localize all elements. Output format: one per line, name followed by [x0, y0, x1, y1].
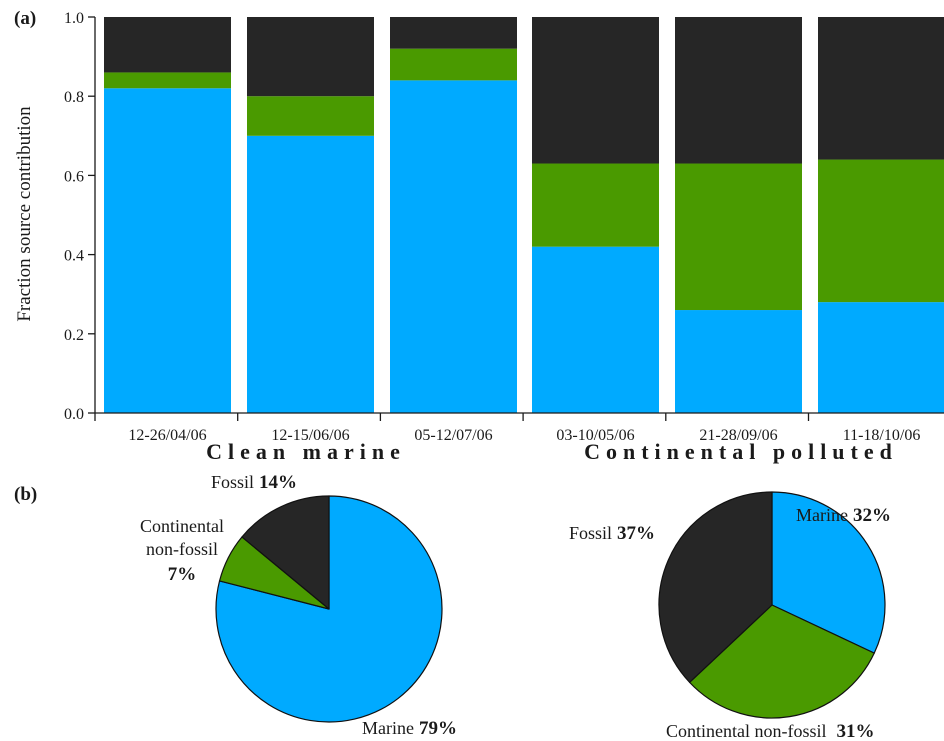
bar-segment-1-3: [390, 80, 517, 414]
bar-segment-2-4: [532, 163, 659, 247]
bar-segment-1-2: [247, 135, 374, 414]
pie-left-label-fossil: Fossil 14%: [211, 472, 297, 493]
x-tick-label: 12-26/04/06: [128, 427, 206, 444]
group-label-clean-marine: Clean marine: [206, 439, 406, 464]
x-tick-label: 11-18/10/06: [843, 427, 921, 444]
y-tick-label: 0.8: [64, 89, 84, 106]
bar-segment-3-3: [390, 17, 517, 49]
pie-right-label-marine: Marine 32%: [796, 505, 891, 526]
x-tick-label: 21-28/09/06: [699, 427, 777, 444]
pie-left-marine-pct: 79%: [419, 718, 457, 739]
bar-segment-3-4: [532, 17, 659, 164]
pie-left-label-marine: Marine 79%: [362, 718, 457, 739]
bar-segment-2-1: [104, 72, 231, 89]
y-tick-label: 0.6: [64, 168, 84, 185]
y-tick-label: 1.0: [64, 10, 84, 27]
pie-clean-marine: [215, 495, 443, 723]
pie-continental-polluted: [658, 491, 886, 719]
pie-right-marine-name: Marine: [796, 505, 848, 525]
bar-segment-1-6: [818, 302, 944, 413]
bar-segment-1-1: [104, 88, 231, 413]
bar-segment-2-2: [247, 96, 374, 136]
pie-right-label-fossil: Fossil 37%: [569, 523, 655, 544]
pie-right-noncos-name: Continental non-fossil: [666, 721, 827, 741]
bar-segment-2-6: [818, 159, 944, 303]
pie-right-label-noncos: Continental non-fossil 31%: [666, 721, 875, 741]
pie-right-fossil-name: Fossil: [569, 523, 612, 543]
pie-left-noncos-pct: 7%: [168, 564, 197, 585]
pie-right-slice-3: [658, 491, 773, 683]
bar-segment-2-5: [675, 163, 802, 311]
x-tick-label: 03-10/05/06: [556, 427, 634, 444]
x-tick-label: 12-15/06/06: [271, 427, 349, 444]
pie-left-slice-3: [241, 495, 330, 610]
y-axis-label: Fraction source contribution: [14, 106, 35, 322]
y-axis-ticks: 0.0 0.2 0.4 0.6 0.8 1.0: [64, 10, 95, 423]
panel-label-a: (a): [14, 8, 36, 29]
x-axis-ticks: 12-26/04/06 12-15/06/06 05-12/07/06 03-10/0…: [94, 413, 921, 444]
y-tick-label: 0.2: [64, 327, 84, 344]
x-tick-label: 05-12/07/06: [414, 427, 492, 444]
pie-right-marine-pct: 32%: [853, 505, 891, 526]
stacked-bars: [104, 17, 944, 414]
bar-segment-3-2: [247, 17, 374, 97]
group-label-continental-polluted: Continental polluted: [584, 439, 898, 464]
pie-left-noncos-line1: Continental: [140, 516, 224, 536]
pie-left-fossil-name: Fossil: [211, 472, 254, 492]
pie-right-noncos-pct: 31%: [837, 721, 875, 741]
bar-segment-1-5: [675, 310, 802, 413]
y-tick-label: 0.4: [64, 248, 84, 265]
pie-left-noncos-line2: non-fossil: [146, 539, 218, 559]
bar-segment-3-1: [104, 17, 231, 73]
bar-segment-3-6: [818, 17, 944, 160]
bar-segment-1-4: [532, 246, 659, 413]
bar-segment-3-5: [675, 17, 802, 164]
panel-label-b: (b): [14, 484, 37, 505]
bar-segment-2-3: [390, 48, 517, 81]
y-tick-label: 0.0: [64, 406, 84, 423]
pie-left-fossil-pct: 14%: [259, 472, 297, 493]
pie-left-marine-name: Marine: [362, 718, 414, 738]
pie-left-slice-1: [215, 495, 443, 723]
pie-right-fossil-pct: 37%: [617, 523, 655, 544]
pie-right-slice-1: [771, 491, 886, 654]
pie-right-slice-2: [689, 604, 875, 719]
